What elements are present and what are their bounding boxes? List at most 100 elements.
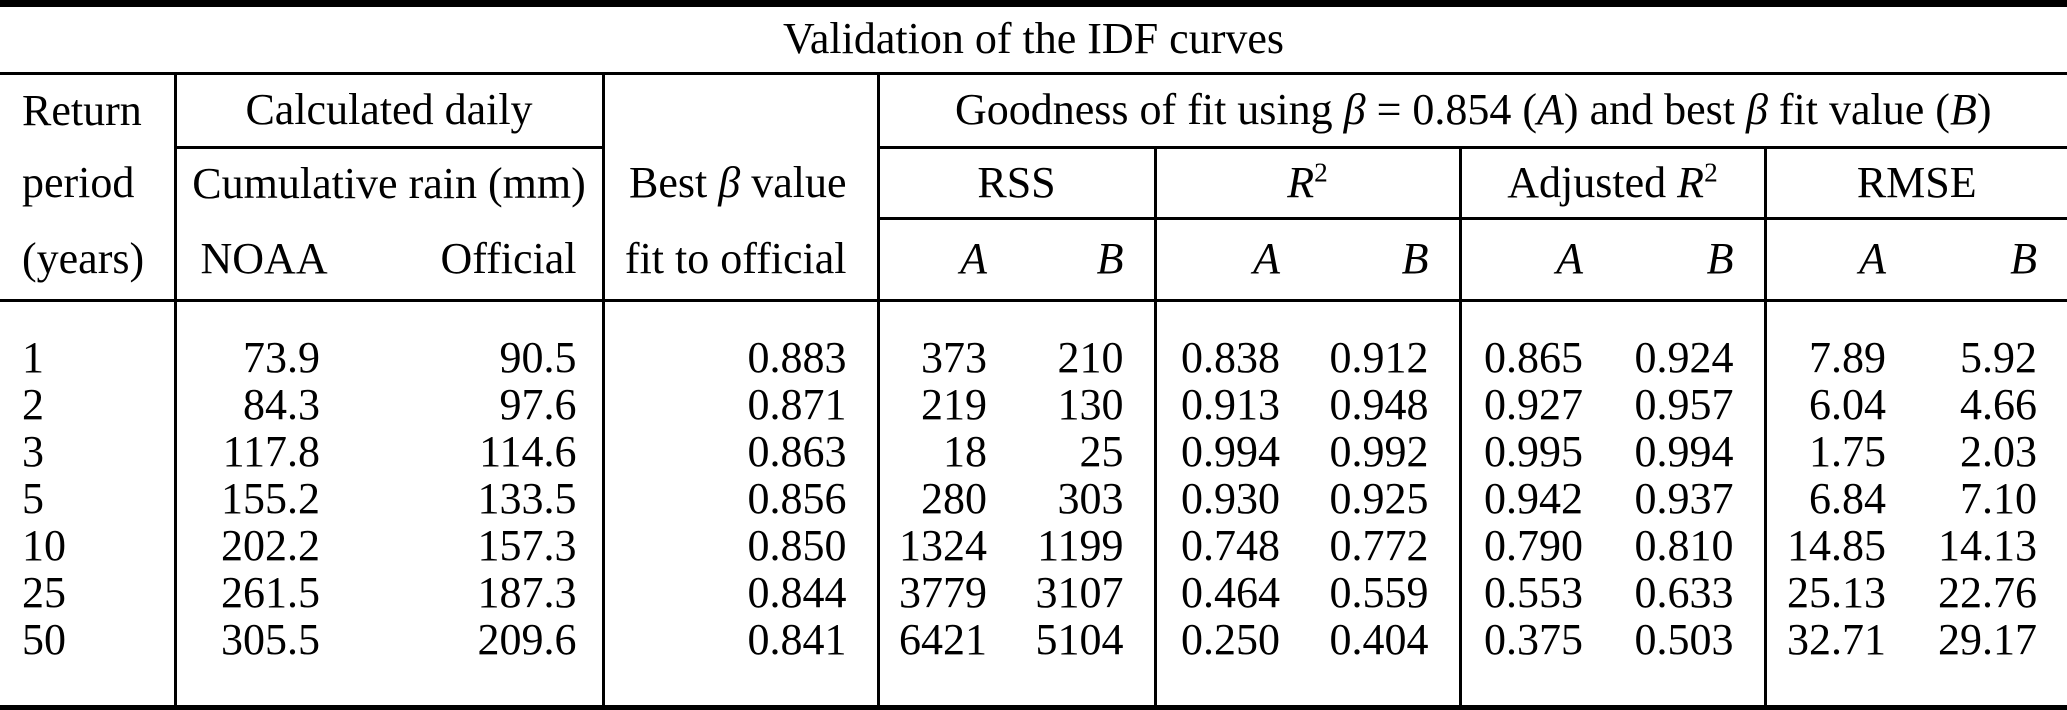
cell-official: 90.5 <box>499 332 577 382</box>
cell-r2-b: 0.404 <box>1329 614 1429 664</box>
cell-beta: 0.871 <box>601 381 878 429</box>
cell-rss-b: 3107 <box>1035 567 1124 617</box>
cell-r2-b: 0.912 <box>1329 332 1429 382</box>
cell-noaa: 261.5 <box>173 569 345 617</box>
cell-rss-b: 210 <box>1057 332 1124 382</box>
cell-rmse-b: 7.10 <box>1960 473 2037 523</box>
cell-return: 2 <box>22 379 44 429</box>
cell-noaa: 73.9 <box>173 334 345 382</box>
header-rmse-a: A <box>1763 218 1916 302</box>
header-rss-a: A <box>876 218 1017 302</box>
cell-rss-b: 25 <box>1079 426 1124 476</box>
cell-official: 157.3 <box>477 520 577 570</box>
cell-noaa: 155.2 <box>173 475 345 523</box>
header-adjusted-r-squared: Adjusted R2 <box>1458 147 1765 220</box>
cell-return: 50 <box>22 614 66 664</box>
cell-rmse-a: 25.13 <box>1763 569 1916 617</box>
cell-r2-b: 0.559 <box>1329 567 1429 617</box>
cell-adj-a: 0.995 <box>1458 428 1613 476</box>
cell-official: 97.6 <box>499 379 577 429</box>
beta-symbol: β <box>1343 85 1366 135</box>
header-official: Official <box>345 218 603 302</box>
cell-rss-a: 6421 <box>876 616 1017 664</box>
cell-rmse-b: 4.66 <box>1960 379 2037 429</box>
cell-adj-b: 0.503 <box>1634 614 1734 664</box>
cell-r2-b: 0.772 <box>1329 520 1429 570</box>
cell-r2-a: 0.250 <box>1153 616 1310 664</box>
cell-adj-a: 0.375 <box>1458 616 1613 664</box>
cell-r2-a: 0.930 <box>1153 475 1310 523</box>
cell-rmse-a: 7.89 <box>1763 334 1916 382</box>
cell-return: 10 <box>22 520 66 570</box>
b-symbol: B <box>1949 85 1977 135</box>
header-noaa: NOAA <box>173 218 345 302</box>
cell-adj-b: 0.633 <box>1634 567 1734 617</box>
header-rss-b: B <box>1017 218 1155 302</box>
spacer-row <box>0 663 2067 708</box>
table-row: 2 84.3 97.6 0.871 219 130 0.913 0.948 0.… <box>0 379 2067 429</box>
cell-beta: 0.883 <box>601 334 878 382</box>
cell-official: 133.5 <box>477 473 577 523</box>
cell-beta: 0.850 <box>601 522 878 570</box>
cell-r2-b: 0.948 <box>1329 379 1429 429</box>
cell-rmse-b: 5.92 <box>1960 332 2037 382</box>
table-title: Validation of the IDF curves <box>0 3 2067 75</box>
cell-adj-a: 0.865 <box>1458 334 1613 382</box>
cell-noaa: 202.2 <box>173 522 345 570</box>
cell-r2-a: 0.838 <box>1153 334 1310 382</box>
cell-beta: 0.856 <box>601 475 878 523</box>
beta-symbol: β <box>718 157 741 207</box>
cell-rss-a: 18 <box>876 428 1017 476</box>
header-r2-b: B <box>1310 218 1460 302</box>
header-calculated-daily: Calculated daily <box>173 73 603 149</box>
header-period: period <box>22 157 135 207</box>
cell-adj-a: 0.553 <box>1458 569 1613 617</box>
cell-rmse-b: 2.03 <box>1960 426 2037 476</box>
header-row-1: Return Calculated daily Goodness of fit … <box>0 73 2067 149</box>
cell-return: 25 <box>22 567 66 617</box>
cell-adj-b: 0.937 <box>1634 473 1734 523</box>
cell-r2-a: 0.913 <box>1153 381 1310 429</box>
beta-symbol: β <box>1745 85 1768 135</box>
cell-adj-b: 0.994 <box>1634 426 1734 476</box>
header-adj-a: A <box>1458 218 1613 302</box>
cell-rss-a: 373 <box>876 334 1017 382</box>
header-r2-a: A <box>1153 218 1310 302</box>
cell-adj-b: 0.957 <box>1634 379 1734 429</box>
header-rss: RSS <box>876 147 1155 220</box>
cell-rmse-a: 14.85 <box>1763 522 1916 570</box>
cell-beta: 0.844 <box>601 569 878 617</box>
table-row: 10 202.2 157.3 0.850 1324 1199 0.748 0.7… <box>0 520 2067 570</box>
header-rmse: RMSE <box>1763 147 2067 220</box>
cell-rmse-a: 6.04 <box>1763 381 1916 429</box>
cell-official: 114.6 <box>479 426 577 476</box>
header-rmse-b: B <box>1916 218 2067 302</box>
cell-rmse-a: 6.84 <box>1763 475 1916 523</box>
cell-adj-a: 0.927 <box>1458 381 1613 429</box>
cell-return: 1 <box>22 332 44 382</box>
header-fit-to-official: fit to official <box>601 218 878 302</box>
cell-rss-a: 3779 <box>876 569 1017 617</box>
table-row: 1 73.9 90.5 0.883 373 210 0.838 0.912 0.… <box>0 332 2067 382</box>
cell-rmse-b: 14.13 <box>1938 520 2037 570</box>
cell-rmse-a: 32.71 <box>1763 616 1916 664</box>
cell-r2-a: 0.994 <box>1153 428 1310 476</box>
table-title-row: Validation of the IDF curves <box>0 3 2067 75</box>
table-row: 3 117.8 114.6 0.863 18 25 0.994 0.992 0.… <box>0 426 2067 476</box>
cell-return: 3 <box>22 426 44 476</box>
cell-rmse-b: 22.76 <box>1938 567 2037 617</box>
cell-rss-a: 219 <box>876 381 1017 429</box>
cell-noaa: 84.3 <box>173 381 345 429</box>
cell-rss-b: 1199 <box>1037 520 1124 570</box>
cell-adj-b: 0.810 <box>1634 520 1734 570</box>
table-row: 5 155.2 133.5 0.856 280 303 0.930 0.925 … <box>0 473 2067 523</box>
cell-rss-b: 5104 <box>1035 614 1124 664</box>
cell-official: 209.6 <box>477 614 577 664</box>
cell-beta: 0.863 <box>601 428 878 476</box>
header-best-beta: Best β value <box>601 147 878 219</box>
header-goodness-of-fit: Goodness of fit using β = 0.854 (A) and … <box>876 73 2067 149</box>
header-row-2: period Cumulative rain (mm) Best β value… <box>0 147 2067 220</box>
cell-r2-a: 0.748 <box>1153 522 1310 570</box>
cell-rmse-a: 1.75 <box>1763 428 1916 476</box>
